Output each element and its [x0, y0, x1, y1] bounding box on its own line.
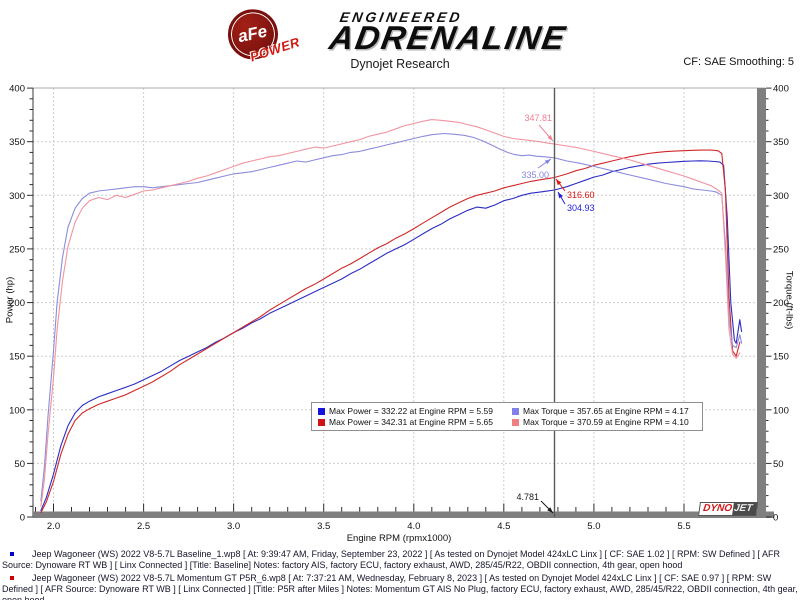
y-tick-label-right: 50 [773, 459, 784, 470]
y-tick-label-left: 400 [9, 84, 25, 95]
legend-item: Max Torque = 357.65 at Engine RPM = 4.17 [512, 406, 696, 416]
x-tick-label: 5.5 [677, 521, 690, 532]
x-tick-label: 2.5 [137, 521, 150, 532]
y-tick-label-left: 350 [9, 137, 25, 148]
report-title: Dynojet Research [350, 57, 450, 71]
annotation-arrowhead [547, 507, 553, 513]
annotation-arrowhead [558, 192, 563, 199]
y-tick-label-left: 250 [9, 244, 25, 255]
x-tick-label: 5.0 [587, 521, 600, 532]
run-descriptions: Jeep Wagoneer (WS) 2022 V8-5.7L Baseline… [0, 549, 800, 600]
dynojet-watermark-dyno: DYNO [698, 502, 734, 516]
y-axis-label-power: Power (hp) [4, 276, 16, 324]
y-tick-label-left: 50 [14, 459, 25, 470]
right-axis-bar [757, 88, 766, 518]
annotation-value: 347.81 [524, 113, 552, 123]
annotation-value: 4.781 [516, 492, 539, 502]
run-text-p5r: Jeep Wagoneer (WS) 2022 V8-5.7L Momentum… [2, 573, 798, 600]
y-tick-label-right: 350 [773, 137, 789, 148]
run-text-baseline: Jeep Wagoneer (WS) 2022 V8-5.7L Baseline… [2, 549, 781, 570]
legend-swatch [512, 418, 519, 426]
x-tick-label: 4.0 [407, 521, 420, 532]
legend-swatch [318, 407, 325, 415]
annotation-value: 304.93 [567, 203, 595, 213]
legend-box: Max Power = 332.22 at Engine RPM = 5.59 M… [311, 402, 703, 431]
run-bullet-p5r [10, 576, 14, 580]
annotation-value: 316.60 [567, 190, 595, 200]
y-tick-label-right: 400 [773, 84, 789, 95]
y-tick-label-left: 150 [9, 352, 25, 363]
p5r-torque-curve [40, 119, 741, 507]
legend-item: Max Torque = 370.59 at Engine RPM = 4.10 [512, 417, 696, 427]
baseline-torque-curve [40, 132, 743, 502]
y-tick-label-left: 100 [9, 405, 25, 416]
legend-label: Max Torque = 357.65 at Engine RPM = 4.17 [523, 406, 689, 416]
y-tick-label-right: 200 [773, 298, 789, 309]
legend-label: Max Power = 342.31 at Engine RPM = 5.65 [329, 417, 493, 427]
baseline-power-curve [40, 160, 743, 512]
y-tick-label-left: 300 [9, 191, 25, 202]
dyno-chart: 0 0 50 50 100 100 150 150 200 200 250 250 300 300 350 3… [4, 84, 795, 544]
annotation-arrowhead [556, 179, 562, 186]
legend-item: Max Power = 332.22 at Engine RPM = 5.59 [318, 406, 502, 416]
p5r-power-curve [40, 149, 741, 514]
run-line-baseline: Jeep Wagoneer (WS) 2022 V8-5.7L Baseline… [2, 549, 798, 571]
dyno-plot-svg: 0 0 50 50 100 100 150 150 200 200 250 250 300 300 350 3… [9, 84, 789, 532]
y-tick-label-left: 0 [20, 513, 25, 524]
legend-label: Max Power = 332.22 at Engine RPM = 5.59 [329, 406, 493, 416]
annotation-arrowhead [544, 159, 551, 165]
annotation-value: 335.00 [521, 170, 549, 180]
x-tick-label: 2.0 [47, 521, 60, 532]
bottom-axis-bar [33, 511, 774, 518]
run-line-p5r: Jeep Wagoneer (WS) 2022 V8-5.7L Momentum… [2, 573, 798, 600]
dynojet-watermark: DYNO JET [698, 502, 759, 516]
x-tick-label: 3.5 [317, 521, 330, 532]
y-tick-label-right: 150 [773, 352, 789, 363]
run-bullet-baseline [10, 552, 14, 556]
x-tick-label: 3.0 [227, 521, 240, 532]
y-tick-label-right: 0 [773, 513, 778, 524]
cf-smoothing-label: CF: SAE Smoothing: 5 [683, 56, 794, 68]
y-tick-label-right: 250 [773, 244, 789, 255]
y-tick-label-right: 300 [773, 191, 789, 202]
y-axis-label-torque: Torque (ft-lbs) [783, 270, 795, 330]
y-tick-label-left: 200 [9, 298, 25, 309]
legend-item: Max Power = 342.31 at Engine RPM = 5.65 [318, 417, 502, 427]
legend-swatch [318, 418, 325, 426]
legend-label: Max Torque = 370.59 at Engine RPM = 4.10 [523, 417, 689, 427]
annotation-arrowhead [547, 135, 553, 141]
x-axis-label: Engine RPM (rpmx1000) [346, 533, 452, 544]
legend-swatch [512, 407, 519, 415]
y-tick-label-right: 100 [773, 405, 789, 416]
dynojet-watermark-jet: JET [731, 502, 759, 516]
x-tick-label: 4.5 [497, 521, 510, 532]
